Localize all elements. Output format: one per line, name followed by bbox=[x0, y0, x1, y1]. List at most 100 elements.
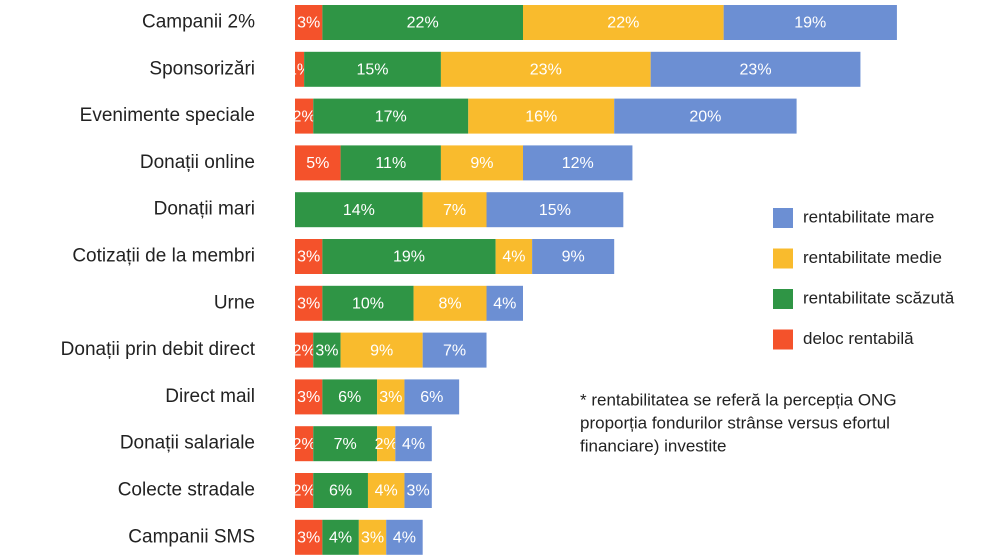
bar-segment bbox=[295, 192, 423, 228]
bar-segment bbox=[440, 51, 651, 87]
bar-segment bbox=[486, 285, 523, 321]
bar-segment bbox=[495, 239, 533, 274]
bar-segment bbox=[295, 239, 323, 274]
bar-segment bbox=[322, 285, 414, 321]
bar-segment bbox=[468, 98, 615, 134]
bar-segment bbox=[404, 473, 432, 508]
bar-segment bbox=[322, 379, 378, 415]
value-label: 4% bbox=[493, 296, 516, 313]
bar-segment bbox=[422, 192, 487, 228]
category-label: Evenimente speciale bbox=[80, 105, 255, 126]
bar-segment bbox=[377, 426, 396, 462]
value-label: 7% bbox=[443, 342, 466, 359]
value-label: 6% bbox=[329, 483, 352, 500]
value-label: 3% bbox=[361, 530, 384, 547]
value-label: 2% bbox=[293, 436, 316, 453]
bar-segment bbox=[313, 332, 341, 368]
bar-segment bbox=[486, 192, 624, 228]
legend-swatch bbox=[773, 289, 793, 309]
value-label: 16% bbox=[525, 108, 557, 125]
value-label: 5% bbox=[306, 155, 329, 172]
value-label: 4% bbox=[329, 530, 352, 547]
category-label: Donații online bbox=[140, 152, 255, 173]
value-label: 2% bbox=[293, 483, 316, 500]
value-label: 7% bbox=[334, 436, 357, 453]
bar-segment bbox=[322, 519, 359, 555]
legend-label: deloc rentabilă bbox=[803, 329, 914, 348]
category-label: Cotizații de la membri bbox=[72, 246, 255, 267]
legend-swatch bbox=[773, 248, 793, 269]
value-label: 11% bbox=[375, 155, 406, 172]
value-label: 14% bbox=[343, 202, 375, 219]
category-label: Donații salariale bbox=[120, 433, 255, 454]
bar-segment bbox=[340, 332, 423, 368]
bar-segment bbox=[295, 285, 323, 321]
bar-segment bbox=[367, 473, 405, 508]
bar-segment bbox=[723, 5, 897, 40]
legend-swatch bbox=[773, 329, 793, 350]
value-label: 4% bbox=[375, 483, 398, 500]
value-label: 19% bbox=[794, 15, 826, 32]
legend-label: rentabilitate medie bbox=[803, 248, 942, 267]
value-label: 3% bbox=[297, 15, 320, 32]
value-label: 9% bbox=[370, 342, 393, 359]
note: financiare) investite bbox=[580, 436, 726, 455]
bar-segment bbox=[523, 145, 633, 181]
value-label: 23% bbox=[740, 62, 772, 79]
value-label: 4% bbox=[502, 249, 525, 266]
category-label: Campanii 2% bbox=[142, 12, 255, 33]
bar-segment bbox=[295, 426, 314, 462]
value-label: 2% bbox=[293, 108, 316, 125]
value-label: 3% bbox=[297, 530, 320, 547]
category-label: Direct mail bbox=[165, 386, 255, 407]
bar-segment bbox=[386, 519, 423, 555]
bar-segment bbox=[358, 519, 387, 555]
bar-segment bbox=[313, 473, 368, 508]
bar-segment bbox=[313, 426, 378, 462]
bar-segment bbox=[650, 51, 861, 87]
bar-segment bbox=[614, 98, 797, 134]
value-label: 3% bbox=[297, 296, 320, 313]
bar-segment bbox=[377, 379, 405, 415]
category-label: Colecte stradale bbox=[118, 480, 255, 501]
value-label: 4% bbox=[402, 436, 425, 453]
legend-label: rentabilitate mare bbox=[803, 207, 934, 226]
note: * rentabilitatea se referă la percepția … bbox=[580, 390, 897, 409]
value-label: 3% bbox=[315, 342, 338, 359]
value-label: 7% bbox=[443, 202, 466, 219]
bar-segment bbox=[295, 5, 323, 40]
bar-segment bbox=[340, 145, 441, 181]
value-label: 19% bbox=[393, 249, 425, 266]
value-label: 15% bbox=[357, 62, 389, 79]
legend-swatch bbox=[773, 208, 793, 228]
value-label: 4% bbox=[393, 530, 416, 547]
category-label: Donații mari bbox=[154, 199, 255, 220]
value-label: 23% bbox=[530, 62, 562, 79]
value-label: 3% bbox=[407, 483, 430, 500]
value-label: 8% bbox=[438, 296, 461, 313]
value-label: 9% bbox=[470, 155, 493, 172]
value-label: 10% bbox=[352, 296, 384, 313]
category-label: Campanii SMS bbox=[128, 526, 255, 547]
category-label: Sponsorizări bbox=[149, 58, 255, 79]
value-label: 6% bbox=[420, 389, 443, 406]
value-label: 3% bbox=[297, 249, 320, 266]
bar-segment bbox=[304, 51, 441, 87]
category-label: Donații prin debit direct bbox=[61, 339, 256, 360]
bar-segment bbox=[532, 239, 615, 274]
value-label: 6% bbox=[338, 389, 361, 406]
bar-segment bbox=[313, 98, 469, 134]
bar-segment bbox=[523, 5, 724, 40]
value-label: 22% bbox=[607, 15, 639, 32]
bar-segment bbox=[295, 519, 323, 555]
bar-segment bbox=[295, 98, 314, 134]
value-label: 3% bbox=[379, 389, 402, 406]
bar-segment bbox=[295, 332, 314, 368]
value-label: 2% bbox=[375, 436, 398, 453]
bar-segment bbox=[295, 473, 314, 508]
value-label: 20% bbox=[689, 108, 721, 125]
value-label: 15% bbox=[539, 202, 571, 219]
value-label: 3% bbox=[297, 389, 320, 406]
bar-segment bbox=[295, 145, 341, 181]
